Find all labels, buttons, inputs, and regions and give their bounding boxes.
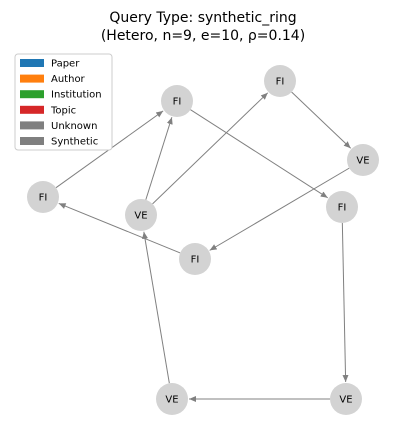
graph-node-n8: VE [156, 383, 188, 415]
legend: Paper Author Institution Topic Unknown Synthe… [14, 53, 113, 151]
edge-n5-n2 [145, 117, 173, 200]
node-circle [156, 383, 188, 415]
edge-n6-n9 [341, 222, 349, 383]
node-label: VE [165, 395, 178, 406]
node-circle [161, 85, 193, 117]
edges-layer [55, 91, 352, 402]
nodes-layer: FI FI FI VE VE FI FI VE VE [27, 65, 379, 415]
legend-label: Topic [50, 105, 76, 116]
node-circle [179, 243, 211, 275]
graph-node-n1: FI [27, 181, 59, 213]
node-label: FI [338, 203, 347, 214]
node-circle [27, 181, 59, 213]
legend-item: Paper [20, 59, 80, 70]
node-label: VE [356, 156, 369, 167]
legend-item: Synthetic [20, 137, 98, 148]
edge-n7-n1 [58, 202, 181, 254]
legend-swatch [20, 137, 44, 145]
node-circle [347, 144, 379, 176]
legend-label: Unknown [51, 121, 97, 132]
legend-item: Topic [20, 105, 76, 116]
node-label: VE [134, 211, 147, 222]
graph-node-n6: FI [326, 191, 358, 223]
legend-swatch [20, 59, 44, 67]
node-label: FI [191, 255, 200, 266]
node-label: VE [339, 395, 352, 406]
edge-n2-n6 [190, 109, 328, 199]
legend-swatch [20, 90, 44, 99]
title-line-1: Query Type: synthetic_ring [109, 10, 296, 26]
legend-label: Synthetic [51, 137, 98, 148]
edge-n4-n7 [209, 167, 350, 251]
legend-swatch [20, 121, 44, 130]
edge-n5-n3 [152, 92, 269, 205]
title-line-2: (Hetero, n=9, e=10, ρ=0.14) [101, 28, 305, 44]
legend-label: Author [51, 74, 86, 85]
node-circle [264, 65, 296, 97]
node-label: FI [39, 193, 48, 204]
graph-node-n2: FI [161, 85, 193, 117]
figure-title: Query Type: synthetic_ring (Hetero, n=9,… [101, 10, 305, 44]
legend-label: Institution [51, 90, 102, 101]
edge-n3-n4 [291, 91, 352, 149]
node-circle [125, 199, 157, 231]
edge-n8-n5 [142, 231, 170, 384]
legend-item: Unknown [20, 121, 97, 132]
legend-swatch [20, 74, 44, 83]
legend-item: Institution [20, 90, 102, 101]
legend-label: Paper [51, 59, 80, 70]
node-circle [326, 191, 358, 223]
node-circle [330, 383, 362, 415]
legend-swatch [20, 105, 44, 114]
node-label: FI [173, 97, 182, 108]
legend-item: Author [20, 74, 86, 85]
graph-node-n3: FI [264, 65, 296, 97]
node-label: FI [276, 77, 285, 88]
graph-node-n7: FI [179, 243, 211, 275]
graph-node-n4: VE [347, 144, 379, 176]
graph-node-n5: VE [125, 199, 157, 231]
graph-node-n9: VE [330, 383, 362, 415]
